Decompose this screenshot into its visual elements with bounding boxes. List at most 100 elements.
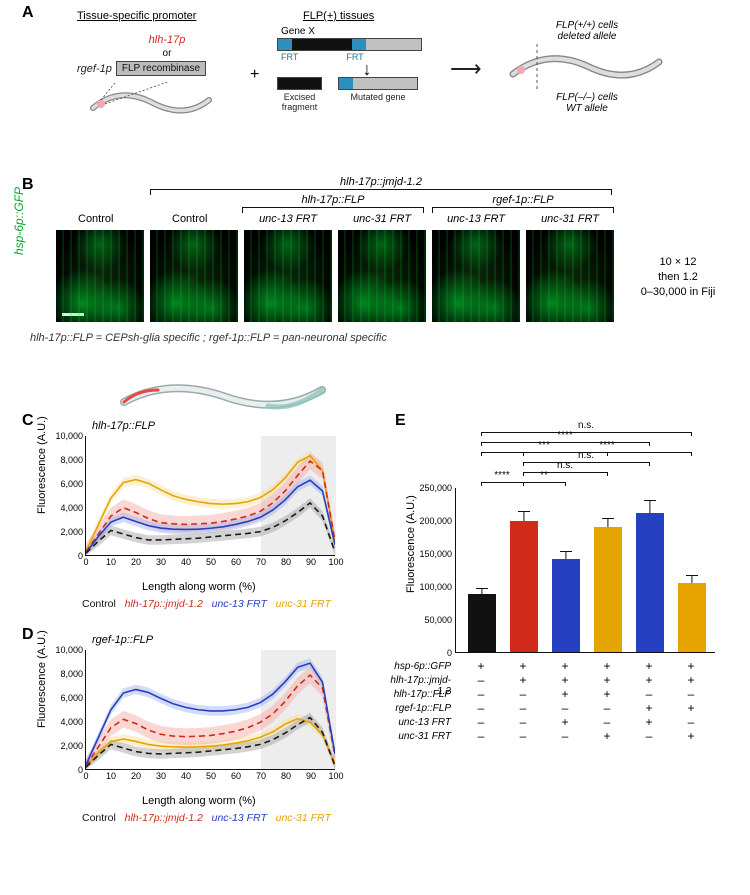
a-col3: FLP(+/+) cells deleted allele FLP(–/–) c… <box>487 20 687 114</box>
chart-d: rgef-1p::FLP Fluorescence (A.U.) 02,0004… <box>30 632 360 804</box>
b-rn3: 0–30,000 in Fiji <box>624 285 732 300</box>
e-row-val: + <box>677 701 705 715</box>
e-row-val: – <box>635 687 663 701</box>
e-row-val: + <box>593 687 621 701</box>
e-bar-ctrl <box>468 594 496 652</box>
e-row-val: + <box>593 729 621 743</box>
e-row-val: – <box>467 729 495 743</box>
a-right-bot: FLP(–/–) cells WT allele <box>487 92 687 114</box>
e-row-val: + <box>635 701 663 715</box>
a-plus: + <box>250 66 259 84</box>
b-rn1: 10 × 12 <box>624 255 732 270</box>
b-mid-r: rgef-1p::FLP <box>432 194 614 206</box>
e-row-val: – <box>635 729 663 743</box>
e-ylabel: Fluorescence (A.U.) <box>405 495 417 593</box>
e-sig-text: **** <box>494 470 510 481</box>
e-bar-u31h <box>594 527 622 652</box>
a-genex: Gene X <box>281 26 457 37</box>
e-sig-line <box>523 482 565 483</box>
e-row-val: + <box>467 659 495 673</box>
d-leg2: unc-13 FRT <box>212 812 267 824</box>
worm-c <box>118 376 328 416</box>
d-plot: 02,0004,0006,0008,00010,0000102030405060… <box>85 650 335 770</box>
e-row-val: + <box>635 659 663 673</box>
e-bar-u13r <box>636 513 664 652</box>
e-row-val: + <box>593 673 621 687</box>
a-frt-r: FRT <box>346 52 363 62</box>
c-plot: 02,0004,0006,0008,00010,0000102030405060… <box>85 436 335 556</box>
e-row-val: – <box>509 729 537 743</box>
e-sig-line <box>481 442 649 443</box>
e-row-label-0: hsp-6p::GFP <box>379 661 451 672</box>
e-sig-line <box>481 432 691 433</box>
a-down-arrow: ↓ <box>277 64 457 75</box>
e-sig-line <box>523 452 691 453</box>
e-row-val: – <box>677 715 705 729</box>
chart-c: hlh-17p::FLP Fluorescence (A.U.) 02,0004… <box>30 418 360 590</box>
e-bar-hlh <box>510 521 538 652</box>
e-row-val: – <box>467 687 495 701</box>
e-row-val: + <box>551 673 579 687</box>
a-excised-lbl: Excised fragment <box>277 92 322 112</box>
e-row-val: – <box>509 701 537 715</box>
b-footnote: hlh-17p::FLP = CEPsh-glia specific ; rge… <box>30 332 387 344</box>
e-row-val: + <box>509 673 537 687</box>
e-sig-line <box>481 482 523 483</box>
c-xlabel: Length along worm (%) <box>142 581 256 593</box>
b-mid-l: hlh-17p::FLP <box>242 194 424 206</box>
a-worm-right <box>507 44 667 90</box>
a-rgef1p: rgef-1p <box>77 63 112 75</box>
d-xlabel: Length along worm (%) <box>142 795 256 807</box>
b-image-2 <box>244 230 332 322</box>
e-plot: 050,000100,000150,000200,000250,000 <box>455 488 715 653</box>
c-leg1: hlh-17p::jmjd-1.2 <box>125 598 203 610</box>
e-row-val: – <box>509 687 537 701</box>
e-row-val: + <box>551 715 579 729</box>
e-row-val: + <box>677 673 705 687</box>
d-leg0: Control <box>82 812 116 824</box>
b-rn2: then 1.2 <box>624 270 732 285</box>
c-title: hlh-17p::FLP <box>92 420 155 432</box>
e-row-val: + <box>677 729 705 743</box>
e-row-val: + <box>509 659 537 673</box>
a-col2: FLP(+) tissues Gene X FRT FRT ↓ Excised … <box>277 10 457 112</box>
c-leg3: unc-31 FRT <box>276 598 331 610</box>
b-col-lbl-5: unc-31 FRT <box>526 213 614 225</box>
b-reporter-label: hsp-6p::GFP <box>12 187 26 255</box>
c-leg2: unc-13 FRT <box>212 598 267 610</box>
d-leg1: hlh-17p::jmjd-1.2 <box>125 812 203 824</box>
b-image-5 <box>526 230 614 322</box>
a-col1: Tissue-specific promoter hlh-17p or rgef… <box>77 10 257 124</box>
b-image-3 <box>338 230 426 322</box>
d-legend: Control hlh-17p::jmjd-1.2 unc-13 FRT unc… <box>82 812 331 824</box>
e-row-val: – <box>551 701 579 715</box>
e-sig-text: n.s. <box>578 420 594 431</box>
a-gene-bar <box>277 38 422 51</box>
e-row-label-3: rgef-1p::FLP <box>379 703 451 714</box>
a-flp-box: FLP recombinase <box>116 61 206 76</box>
c-leg0: Control <box>82 598 116 610</box>
e-row-val: + <box>593 659 621 673</box>
e-row-label-2: hlh-17p::FLP <box>379 689 451 700</box>
d-ylabel: Fluorescence (A.U.) <box>36 630 48 728</box>
e-row-val: – <box>467 715 495 729</box>
e-sig-line <box>523 462 649 463</box>
a-col1-heading: Tissue-specific promoter <box>77 10 257 22</box>
b-col-lbl-2: unc-13 FRT <box>244 213 332 225</box>
b-image-4 <box>432 230 520 322</box>
b-right-note: 10 × 12 then 1.2 0–30,000 in Fiji <box>624 255 732 300</box>
e-row-label-4: unc-13 FRT <box>379 717 451 728</box>
panel-b: hsp-6p::GFP hlh-17p::jmjd-1.2 hlh-17p::F… <box>22 180 732 352</box>
e-row-val: + <box>551 687 579 701</box>
e-row-val: + <box>635 673 663 687</box>
d-title: rgef-1p::FLP <box>92 634 153 646</box>
b-image-1 <box>150 230 238 322</box>
a-mutated-lbl: Mutated gene <box>338 92 418 102</box>
c-ylabel: Fluorescence (A.U.) <box>36 416 48 514</box>
e-bar-u31r <box>678 583 706 652</box>
b-image-0 <box>56 230 144 322</box>
a-arrow-right: ⟶ <box>450 56 482 82</box>
b-col-lbl-4: unc-13 FRT <box>432 213 520 225</box>
panel-e: Fluorescence (A.U.) 050,000100,000150,00… <box>395 418 735 818</box>
a-excised-box <box>277 77 322 90</box>
